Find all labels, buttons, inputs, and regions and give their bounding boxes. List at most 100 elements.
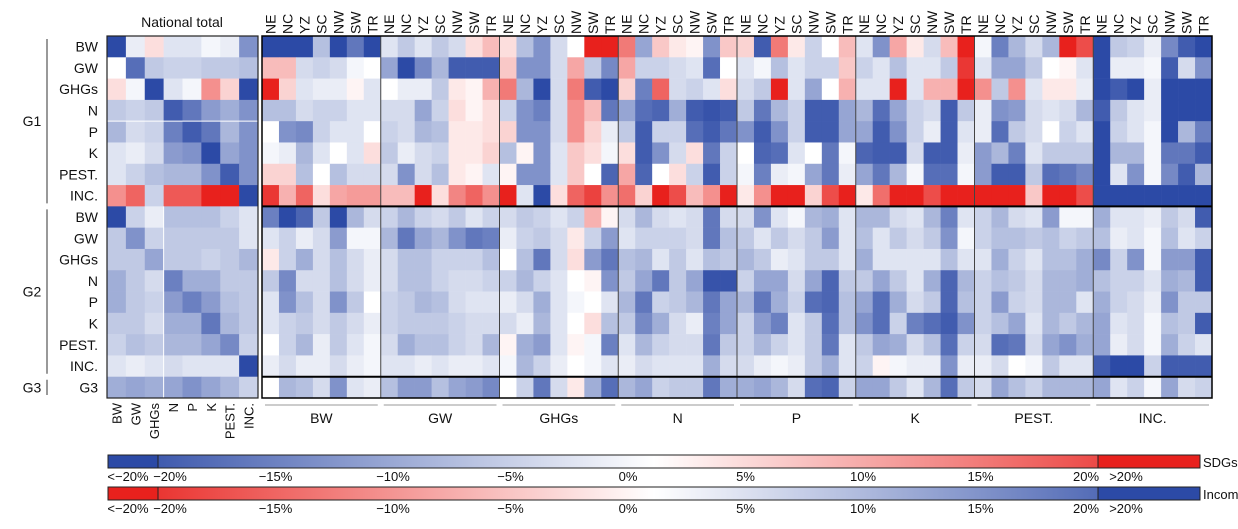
regional-cell	[686, 142, 704, 165]
national-cell	[220, 206, 240, 228]
regional-cell	[499, 57, 517, 79]
regional-cell	[770, 227, 789, 250]
regional-cell	[855, 57, 874, 79]
regional-cell	[1161, 57, 1179, 79]
national-cell	[107, 355, 127, 378]
regional-cell	[669, 355, 687, 378]
regional-cell	[278, 121, 297, 143]
regional-cell	[821, 99, 840, 122]
regional-cell	[1161, 227, 1179, 250]
regional-cell	[431, 334, 449, 356]
regional-cell	[1025, 248, 1043, 271]
national-cell	[107, 163, 127, 186]
regional-cell	[397, 270, 415, 292]
column-group-label: INC.	[1139, 410, 1167, 426]
legend-tick-label: 5%	[736, 501, 755, 516]
regional-cell	[1025, 312, 1043, 335]
regional-cell	[770, 163, 789, 186]
regional-cell	[753, 355, 772, 378]
regional-cell	[957, 57, 975, 79]
regional-cell	[1178, 78, 1196, 101]
regional-cell	[1025, 206, 1043, 228]
regional-cell	[855, 376, 874, 399]
national-cell	[107, 36, 127, 58]
regional-cell	[957, 185, 975, 207]
regional-cell	[1127, 376, 1145, 399]
regional-cell	[567, 227, 585, 250]
regional-cell	[262, 206, 280, 228]
regional-cell	[974, 185, 992, 207]
regional-cell	[584, 163, 602, 186]
regional-cell	[1144, 248, 1162, 271]
regional-cell	[686, 185, 704, 207]
regional-cell	[516, 334, 534, 356]
regional-cell	[889, 36, 907, 58]
regional-cell	[1144, 78, 1162, 101]
regional-cell	[397, 334, 415, 356]
national-cell	[107, 57, 127, 79]
regional-cell	[906, 185, 924, 207]
national-cell	[201, 291, 221, 314]
regional-cell	[821, 248, 840, 271]
regional-cell	[448, 99, 466, 122]
regional-cell	[533, 376, 551, 399]
regional-cell	[414, 248, 432, 271]
regional-cell	[872, 248, 890, 271]
regional-cell	[838, 312, 857, 335]
regional-cell	[1127, 248, 1145, 271]
national-cell	[125, 355, 146, 378]
column-group-label: BW	[310, 410, 333, 426]
row-group-label: G2	[23, 284, 42, 300]
regional-cell	[753, 206, 772, 228]
regional-cell	[1127, 142, 1145, 165]
regional-cell	[1076, 163, 1094, 186]
regional-cell	[516, 78, 534, 101]
regional-cell	[618, 78, 636, 101]
regional-cell	[770, 99, 789, 122]
regional-cell	[669, 78, 687, 101]
regional-cell	[1059, 142, 1077, 165]
column-group-label: N	[673, 410, 683, 426]
regional-cell	[787, 163, 806, 186]
national-cell	[163, 270, 183, 292]
regional-cell	[601, 248, 619, 271]
regional-cell	[1042, 78, 1060, 101]
regional-cell	[1195, 334, 1213, 356]
regional-cell	[821, 36, 840, 58]
regional-cell	[278, 355, 297, 378]
regional-cell	[1059, 99, 1077, 122]
sdgs-colorbar-low-block	[107, 454, 159, 469]
regional-cell	[703, 185, 721, 207]
regional-cell	[923, 270, 941, 292]
regional-cell	[787, 291, 806, 314]
regional-cell	[567, 99, 585, 122]
regional-cell	[465, 376, 483, 399]
national-cell	[182, 355, 202, 378]
regional-cell	[448, 334, 466, 356]
region-column-label: SC	[670, 15, 686, 34]
income-legend-label: Income	[1203, 487, 1238, 502]
national-cell	[239, 163, 259, 186]
regional-cell	[787, 36, 806, 58]
national-cell	[239, 185, 259, 207]
regional-cell	[855, 121, 874, 143]
regional-cell	[1093, 312, 1111, 335]
regional-cell	[1195, 291, 1213, 314]
regional-cell	[431, 57, 449, 79]
regional-cell	[1025, 99, 1043, 122]
regional-cell	[601, 121, 619, 143]
regional-cell	[686, 376, 704, 399]
regional-cell	[312, 121, 331, 143]
regional-cell	[737, 57, 755, 79]
regional-cell	[1042, 163, 1060, 186]
regional-cell	[889, 312, 907, 335]
regional-cell	[974, 227, 992, 250]
national-cell	[239, 334, 259, 356]
national-cell	[182, 312, 202, 335]
regional-cell	[262, 36, 280, 58]
regional-cell	[482, 248, 500, 271]
regional-cell	[686, 227, 704, 250]
region-column-label: SW	[822, 11, 838, 34]
regional-cell	[482, 312, 500, 335]
national-cell	[163, 291, 183, 314]
